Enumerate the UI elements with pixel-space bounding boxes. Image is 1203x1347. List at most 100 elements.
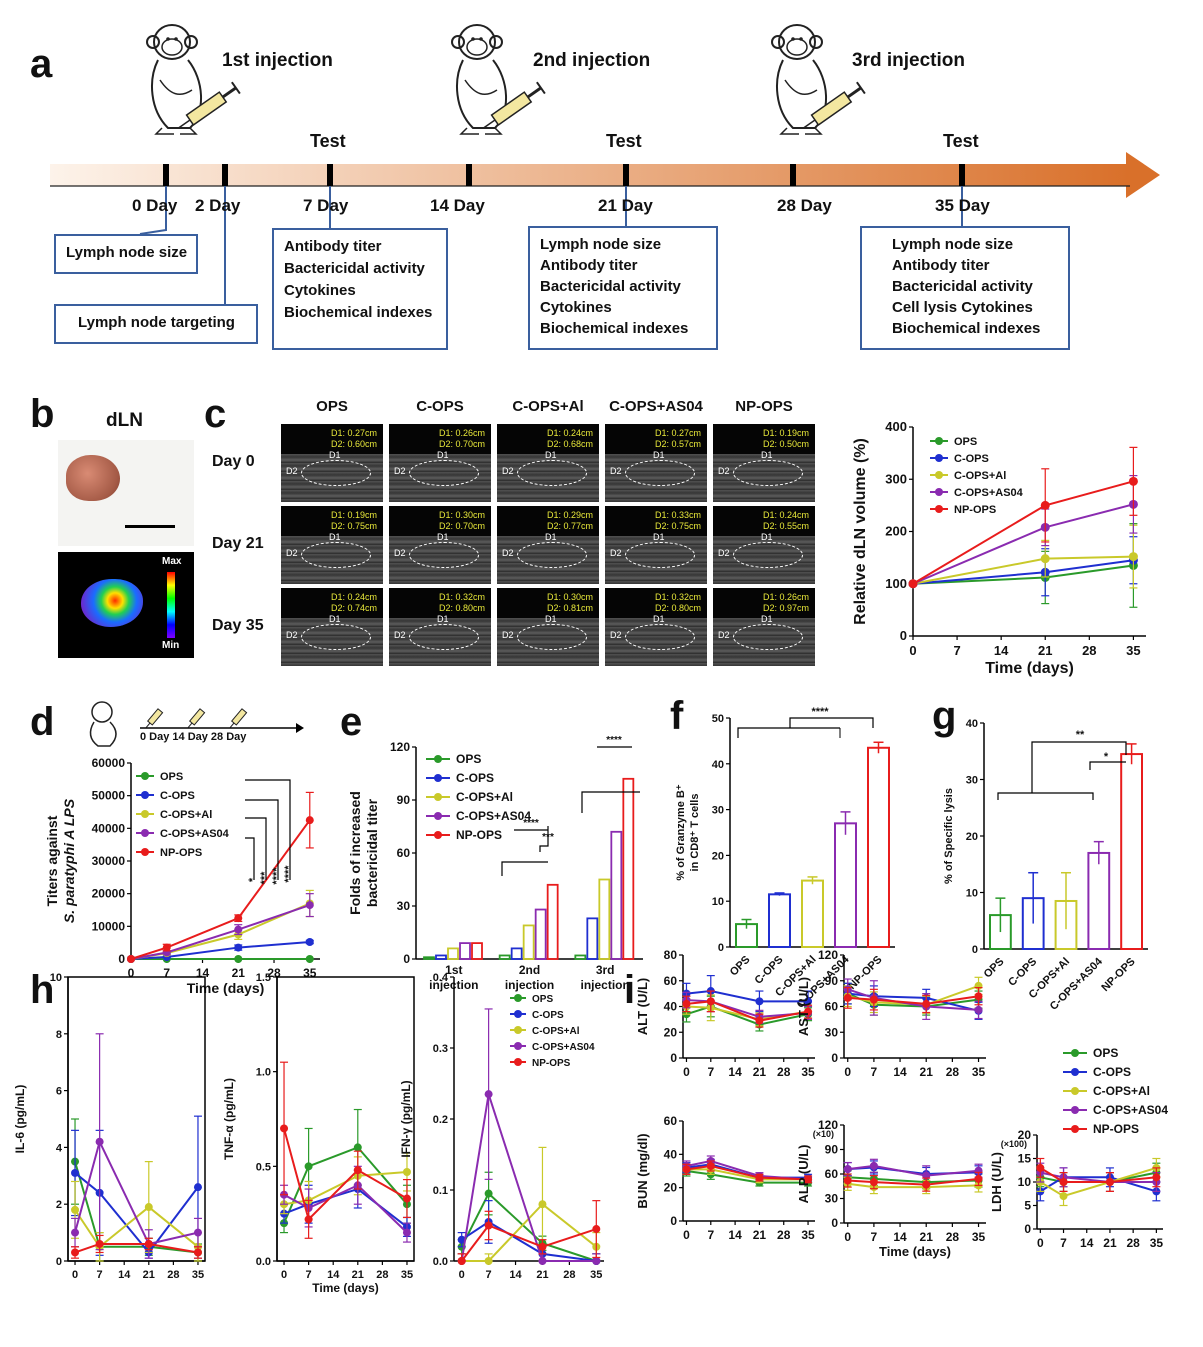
- significance-label: *: [247, 877, 259, 882]
- monkey-head: [778, 24, 816, 60]
- day-label-2: 2 Day: [195, 196, 241, 215]
- monkey-ear: [809, 35, 823, 49]
- x-tick-label: 21: [753, 1065, 767, 1079]
- syringe-needle: [145, 722, 151, 728]
- data-point: [869, 1178, 878, 1187]
- lymph-node-outline: [733, 460, 803, 486]
- series-line: [847, 1177, 979, 1186]
- syringe-plunger: [221, 86, 237, 99]
- y-tick-label: 30: [825, 1192, 839, 1206]
- data-point: [922, 999, 931, 1008]
- data-point: [974, 1005, 983, 1014]
- data-point: [484, 1189, 493, 1198]
- dimension-tag: D1: [545, 450, 557, 460]
- legend-label: C-OPS: [954, 453, 989, 465]
- measurement-value: D2: 0.80cm: [438, 603, 485, 613]
- y-axis-label: IL-6 (pg/mL): [13, 1085, 27, 1154]
- x-tick-label: 0: [844, 1065, 851, 1079]
- day-row-label: Day 0: [212, 453, 255, 470]
- data-point: [1040, 500, 1050, 510]
- data-point: [682, 999, 691, 1008]
- dimension-tag: D1: [437, 450, 449, 460]
- data-point: [706, 997, 715, 1006]
- legend-marker: [141, 810, 149, 818]
- series-line: [130, 819, 311, 960]
- monkey-eye: [799, 37, 803, 41]
- box-day7-item: Bactericidal activity: [284, 260, 425, 277]
- lymph-node-outline: [409, 542, 479, 568]
- y-tick-label: 10: [50, 972, 62, 984]
- bar: [586, 917, 599, 960]
- legend-label: C-OPS+Al: [1093, 1084, 1150, 1098]
- y-axis-label: TNF-α (pg/mL): [222, 1078, 236, 1160]
- significance-label: ****: [271, 867, 283, 885]
- legend-marker: [1071, 1125, 1079, 1133]
- measurement-value: D1: 0.32cm: [438, 592, 485, 602]
- measurement-value: D1: 0.24cm: [762, 510, 809, 520]
- syringe-needle: [229, 722, 235, 728]
- bar: [610, 830, 623, 960]
- legend-label: NP-OPS: [954, 504, 996, 516]
- x-tick-label: 21: [920, 1065, 934, 1079]
- series-line: [74, 1205, 199, 1249]
- bar: [522, 924, 535, 960]
- box-day35-item: Biochemical indexes: [892, 320, 1041, 337]
- y-tick-label: 20: [664, 1181, 678, 1195]
- measurement-value: D2: 0.70cm: [438, 521, 485, 531]
- legend-marker: [1071, 1087, 1079, 1095]
- measurement-value: D2: 0.80cm: [654, 603, 701, 613]
- y-axis-label: % of Granzyme B⁺: [675, 784, 687, 880]
- legend-marker: [434, 774, 442, 782]
- y-tick-label: 200: [885, 524, 907, 539]
- monkey-eye: [479, 37, 483, 41]
- dimension-tag: D1: [761, 532, 773, 542]
- measurement-value: D1: 0.32cm: [654, 592, 701, 602]
- axis-scale-note: (×100): [1001, 1139, 1027, 1149]
- x-axis-label: Time (days): [187, 980, 265, 996]
- series-line: [130, 941, 310, 960]
- dimension-tag: D1: [653, 532, 665, 542]
- y-axis-label: Folds of increased: [347, 791, 363, 915]
- data-point: [71, 1248, 80, 1257]
- y-tick-label: 0.2: [433, 1114, 448, 1126]
- monkey-ear: [184, 35, 198, 49]
- y-tick-label: 60000: [92, 756, 126, 770]
- series-line: [74, 1161, 199, 1254]
- legend-marker: [434, 831, 442, 839]
- bar: [1087, 851, 1111, 951]
- y-tick-label: 0.0: [433, 1256, 448, 1268]
- data-point: [1105, 1178, 1114, 1186]
- data-point: [922, 1180, 931, 1189]
- lymph-node-outline: [301, 624, 371, 650]
- data-point: [484, 1090, 493, 1099]
- measurement-value: D2: 0.68cm: [546, 439, 593, 449]
- x-tick-label: 35: [1150, 1236, 1164, 1250]
- legend-label: OPS: [954, 436, 977, 448]
- x-tick-label: 28: [1082, 643, 1096, 658]
- panel-a-letter: a: [30, 42, 53, 86]
- significance-label: ****: [283, 865, 295, 883]
- measurement-label: D1: 0.19cm D2: 0.50cm: [763, 428, 809, 450]
- legend-label: C-OPS+AS04: [160, 828, 230, 840]
- syringe-icon: [145, 708, 164, 728]
- x-tick-label: 28: [777, 1065, 791, 1079]
- x-tick-label: 14: [728, 1065, 742, 1079]
- data-point: [353, 1166, 362, 1175]
- y-tick-label: 10: [966, 888, 978, 900]
- dimension-tag: D2: [286, 630, 298, 640]
- y-tick-label: 90: [825, 1143, 839, 1157]
- test-label-2: Test: [606, 131, 642, 151]
- syringe-barrel: [490, 91, 533, 126]
- legend-label: NP-OPS: [456, 828, 502, 842]
- data-point: [804, 997, 813, 1006]
- x-tick-label: 0: [72, 1269, 78, 1281]
- x-category-label: 1st: [445, 963, 462, 977]
- legend-marker: [935, 454, 943, 462]
- data-point: [755, 1016, 764, 1025]
- x-tick-label: 7: [306, 1269, 312, 1281]
- measurement-value: D1: 0.27cm: [330, 428, 377, 438]
- data-point: [234, 943, 243, 952]
- x-tick-label: 21: [1103, 1236, 1117, 1250]
- y-tick-label: 0.1: [433, 1185, 448, 1197]
